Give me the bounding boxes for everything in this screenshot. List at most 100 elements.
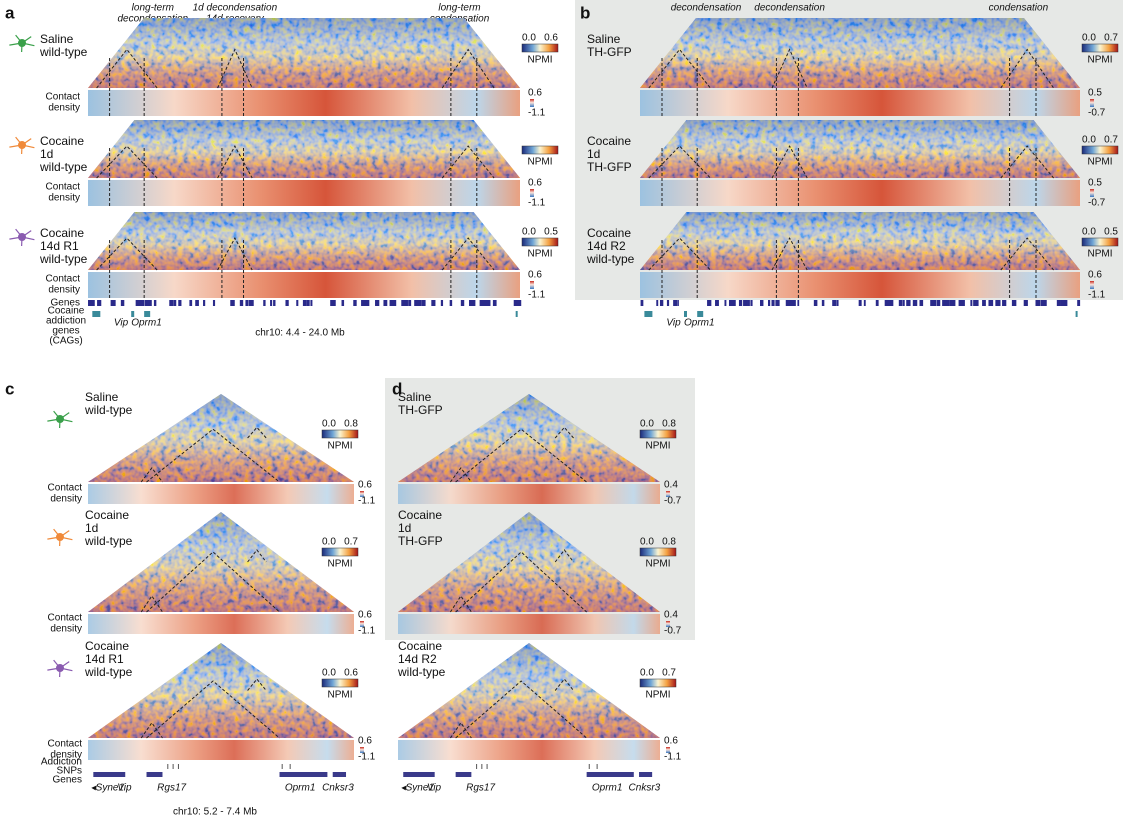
condition-label: TH-GFP (587, 45, 632, 59)
contact-map-texture (640, 120, 1080, 178)
contact-map-texture (88, 18, 520, 88)
gene (385, 300, 387, 306)
condition-label: Cocaine (85, 639, 129, 653)
condition-label: 1d (398, 521, 411, 535)
gene (310, 300, 312, 306)
gene (296, 300, 298, 306)
colorbar-label: NPMI (328, 441, 353, 452)
gene (263, 300, 265, 306)
gene (961, 300, 965, 306)
gene-label: Vip (427, 783, 442, 794)
gene (375, 300, 379, 306)
annotation: 1d decondensation (193, 3, 278, 14)
contact-density (640, 272, 1080, 298)
condition-label: Cocaine (587, 134, 631, 148)
gene-label: Oprm1 (131, 318, 162, 329)
gene (771, 300, 774, 306)
density-max: 0.6 (358, 610, 372, 621)
density-label: density (48, 285, 80, 296)
gene (890, 300, 894, 306)
density-label: Contact (48, 739, 83, 750)
gene (174, 300, 176, 306)
colorbar-label: NPMI (328, 690, 353, 701)
colorbar-label: NPMI (1088, 55, 1113, 66)
condition-label: 14d R2 (398, 652, 437, 666)
condition-label: wild-type (84, 665, 133, 679)
gene (641, 300, 643, 306)
gene (148, 300, 152, 306)
track-label: Genes (53, 775, 82, 786)
gene (303, 300, 306, 306)
contact-map-texture (640, 18, 1080, 88)
condition-label: 1d (587, 147, 600, 161)
panel-label: c (5, 379, 14, 398)
colorbar-label: NPMI (528, 157, 553, 168)
density-colorbar (1090, 99, 1094, 107)
gene (245, 300, 248, 306)
gene (864, 300, 866, 306)
axis-caption: chr10: 4.4 - 24.0 Mb (255, 328, 345, 339)
gene-label: Rgs17 (466, 783, 495, 794)
gene (361, 300, 365, 306)
condition-label: wild-type (39, 45, 88, 59)
gene (1012, 300, 1016, 306)
colorbar-min: 0.0 (640, 537, 654, 548)
gene (431, 300, 435, 306)
density-label: Contact (48, 483, 83, 494)
colorbar (640, 548, 676, 556)
colorbar-max: 0.6 (344, 668, 358, 679)
density-min: -0.7 (1088, 198, 1106, 209)
gene (743, 300, 747, 306)
gene (919, 300, 923, 306)
gene-label: Oprm1 (285, 783, 316, 794)
condition-label: 14d R1 (85, 652, 124, 666)
density-colorbar (530, 281, 534, 289)
colorbar-min: 0.0 (322, 537, 336, 548)
gene (750, 300, 752, 306)
gene (401, 300, 404, 306)
density-label: Contact (46, 92, 81, 103)
colorbar-label: NPMI (646, 559, 671, 570)
colorbar-min: 0.0 (522, 33, 536, 44)
gene (837, 300, 839, 306)
condition-label: Cocaine (85, 508, 129, 522)
condition-label: 1d (85, 521, 98, 535)
gene (1002, 300, 1006, 306)
colorbar (640, 679, 676, 687)
gene (731, 300, 733, 306)
density-min: -1.1 (528, 290, 546, 301)
gene (121, 300, 123, 306)
gene (136, 300, 140, 306)
density-colorbar (530, 189, 534, 197)
gene (195, 300, 199, 306)
gene-label: Cnksr3 (629, 783, 661, 794)
addiction-gene (516, 311, 518, 317)
gene (859, 300, 862, 306)
gene (660, 300, 663, 306)
panel-label: b (580, 3, 590, 22)
gene (833, 300, 836, 306)
gene (975, 300, 978, 306)
density-colorbar (530, 99, 534, 107)
density-max: 0.6 (1088, 270, 1102, 281)
gene (786, 300, 790, 306)
condition-label: Saline (40, 32, 74, 46)
colorbar (322, 430, 358, 438)
density-max: 0.6 (358, 480, 372, 491)
contact-density (640, 180, 1080, 206)
colorbar (1082, 146, 1118, 154)
colorbar-min: 0.0 (640, 419, 654, 430)
addiction-gene (644, 311, 652, 317)
contact-map-texture (398, 643, 660, 738)
gene (456, 772, 472, 777)
condition-label: wild-type (84, 403, 133, 417)
gene-label: Cnksr3 (322, 783, 354, 794)
addiction-gene (1076, 311, 1078, 317)
density-min: -0.7 (1088, 108, 1106, 119)
gene-label: Vip (666, 318, 681, 329)
colorbar-min: 0.0 (1082, 33, 1096, 44)
density-max: 0.6 (664, 736, 678, 747)
gene (587, 772, 634, 777)
gene (391, 300, 395, 306)
gene (203, 300, 205, 306)
